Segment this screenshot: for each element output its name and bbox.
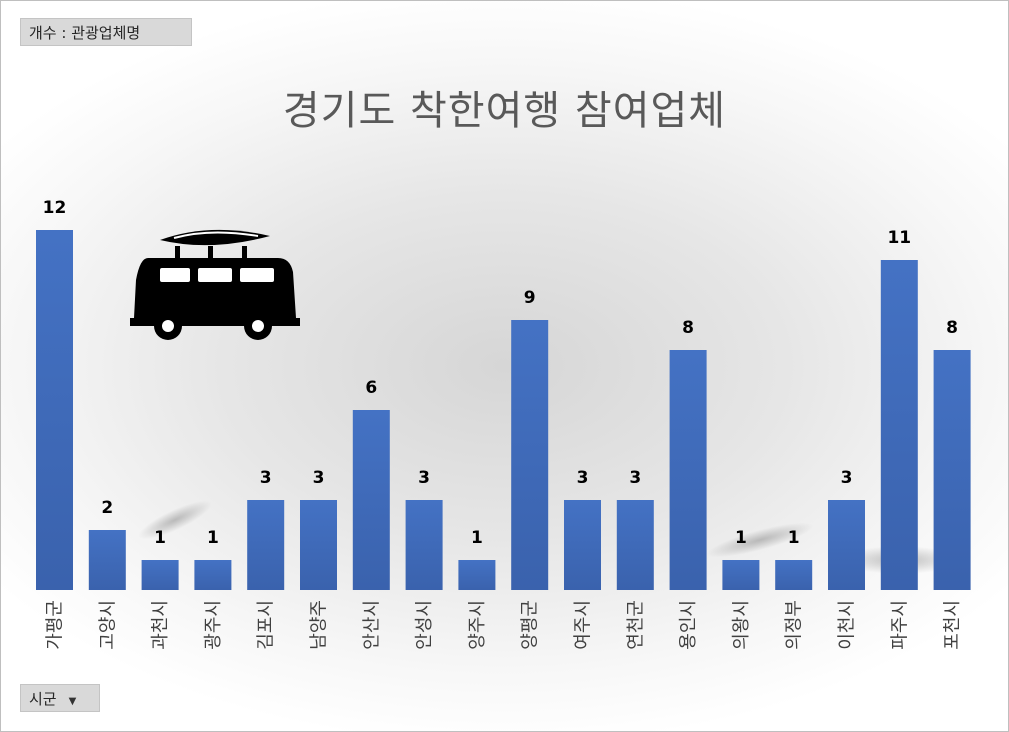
bar-광주시[interactable] xyxy=(194,560,232,590)
category-label: 포천시 xyxy=(942,600,963,650)
bar-양평군[interactable] xyxy=(511,320,549,590)
category-label: 광주시 xyxy=(203,600,224,650)
data-label: 1 xyxy=(154,528,166,548)
category-label: 여주시 xyxy=(573,600,594,650)
category-label: 용인시 xyxy=(678,600,699,650)
data-label: 3 xyxy=(577,468,589,488)
category-label: 의정부 xyxy=(784,600,805,650)
bar-연천군[interactable] xyxy=(616,500,654,590)
data-label: 3 xyxy=(629,468,641,488)
bar-양주시[interactable] xyxy=(458,560,496,590)
data-label: 8 xyxy=(682,318,694,338)
data-label: 3 xyxy=(841,468,853,488)
bar-남양주[interactable] xyxy=(300,500,337,590)
data-label: 2 xyxy=(101,498,113,518)
axis-field-label: 시군 xyxy=(29,690,57,708)
category-label: 연천군 xyxy=(625,600,646,650)
data-label: 12 xyxy=(43,198,67,218)
data-label: 8 xyxy=(946,318,958,338)
data-label: 1 xyxy=(471,528,483,548)
bar-이천시[interactable] xyxy=(828,500,865,590)
chart-title: 경기도 착한여행 참여업체 xyxy=(282,88,727,134)
data-label: 6 xyxy=(365,378,377,398)
value-field-button[interactable]: 개수 : 관광업체명 xyxy=(20,18,192,46)
category-label: 김포시 xyxy=(256,600,277,650)
bar-의왕시[interactable] xyxy=(722,560,760,590)
axis-field-filter-button[interactable]: 시군 ▼ xyxy=(20,684,100,712)
category-label: 파주시 xyxy=(889,600,910,650)
category-label: 의왕시 xyxy=(731,600,752,650)
category-label: 고양시 xyxy=(97,600,118,650)
data-label: 1 xyxy=(207,528,219,548)
data-label: 1 xyxy=(788,528,800,548)
bar-고양시[interactable] xyxy=(88,530,126,590)
bar-용인시[interactable] xyxy=(669,350,707,590)
category-label: 과천시 xyxy=(150,600,171,650)
bar-가평군[interactable] xyxy=(36,230,73,590)
value-field-label: 개수 : 관광업체명 xyxy=(29,24,141,42)
category-label: 양주시 xyxy=(467,600,488,650)
bar-포천시[interactable] xyxy=(933,350,971,590)
data-label: 3 xyxy=(418,468,430,488)
van-with-kayak-icon xyxy=(130,229,300,340)
bar-김포시[interactable] xyxy=(247,500,285,590)
category-label: 안산시 xyxy=(361,600,382,650)
bar-파주시[interactable] xyxy=(880,260,918,590)
bar-여주시[interactable] xyxy=(564,500,601,590)
category-label: 안성시 xyxy=(414,600,435,650)
data-label: 1 xyxy=(735,528,747,548)
category-label: 이천시 xyxy=(837,600,858,650)
bar-안성시[interactable] xyxy=(405,500,443,590)
category-label: 가평군 xyxy=(45,600,66,650)
category-label: 남양주 xyxy=(309,600,330,650)
category-label: 양평군 xyxy=(520,600,541,650)
data-label: 9 xyxy=(524,288,536,308)
dropdown-arrow-icon: ▼ xyxy=(68,696,77,707)
bar-과천시[interactable] xyxy=(141,560,179,590)
data-label: 3 xyxy=(260,468,272,488)
bar-안산시[interactable] xyxy=(352,410,390,590)
data-label: 3 xyxy=(313,468,325,488)
data-label: 11 xyxy=(887,228,911,248)
bar-의정부[interactable] xyxy=(775,560,813,590)
